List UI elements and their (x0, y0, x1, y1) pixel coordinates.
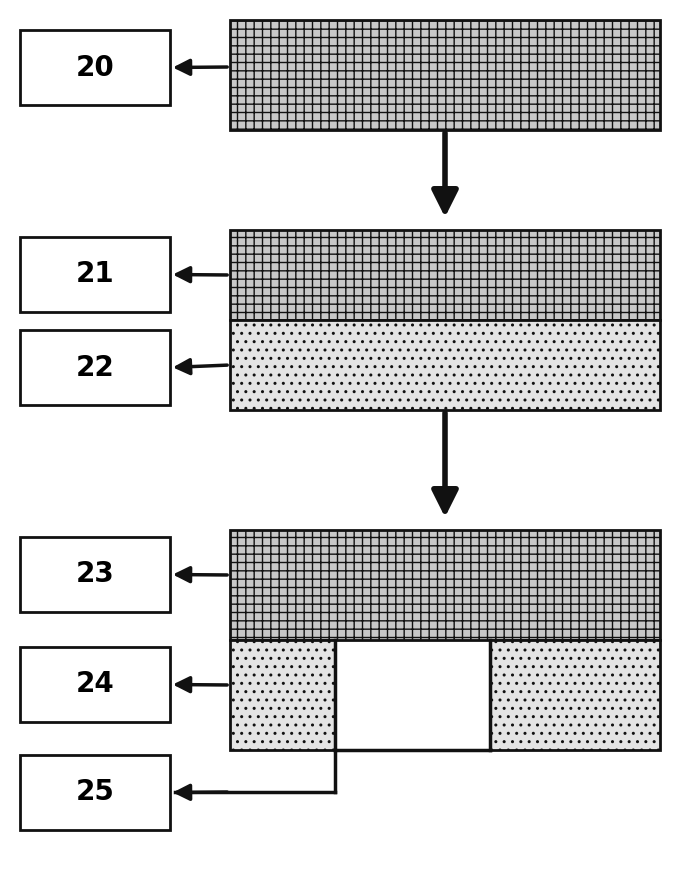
Text: 22: 22 (75, 353, 115, 381)
Bar (20, 647, 170, 722)
Text: 24: 24 (75, 671, 115, 698)
Bar (20, 237, 170, 312)
Bar (20, 537, 170, 612)
Bar (490, 640, 660, 750)
Bar (230, 530, 660, 640)
Bar (230, 320, 660, 410)
Bar (20, 30, 170, 105)
Text: 20: 20 (75, 53, 115, 82)
Bar (230, 230, 660, 320)
Text: 23: 23 (75, 560, 115, 588)
Text: 25: 25 (75, 779, 115, 807)
Bar (20, 755, 170, 830)
Text: 21: 21 (75, 260, 115, 289)
Bar (20, 330, 170, 405)
Bar (230, 640, 335, 750)
Bar (230, 20, 660, 130)
